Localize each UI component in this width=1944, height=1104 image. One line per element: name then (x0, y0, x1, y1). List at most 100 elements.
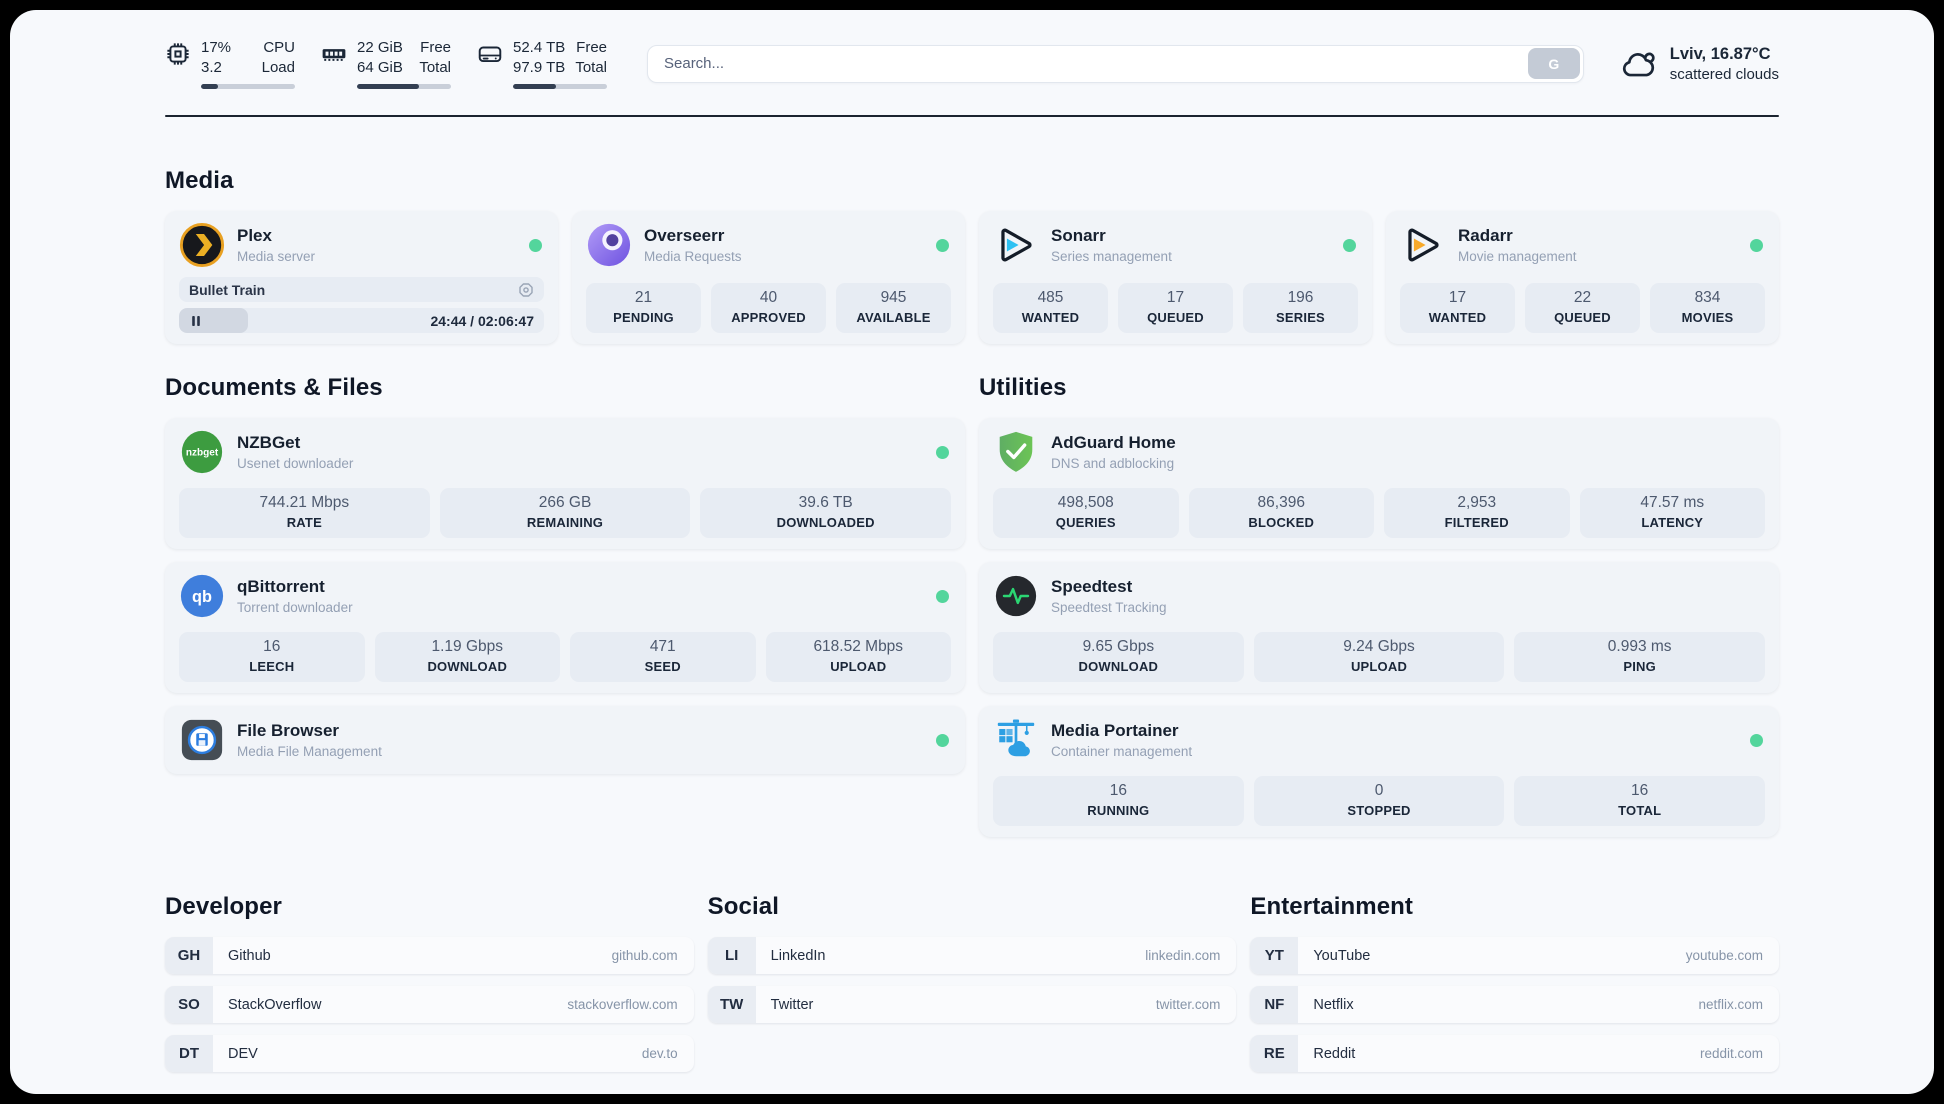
stat-ping: 0.993 ms PING (1514, 632, 1766, 682)
stat-value: 0.993 ms (1607, 638, 1672, 655)
service-card-filebrowser[interactable]: File Browser Media File Management (165, 706, 965, 774)
stat-stopped: 0 STOPPED (1253, 776, 1505, 826)
section-title-entertainment: Entertainment (1250, 893, 1413, 920)
service-name: Radarr (1458, 226, 1513, 245)
service-subtitle: Series management (1051, 249, 1172, 264)
stat-label: AVAILABLE (856, 310, 931, 325)
playback-progress-fill (179, 308, 249, 333)
bookmark-url: twitter.com (1155, 997, 1221, 1012)
service-name: Overseerr (644, 226, 725, 245)
disk-progress-fill (513, 84, 557, 89)
dashboard-page: 17% 3.2 CPU Load (10, 10, 1934, 1094)
stat-label: PENDING (613, 310, 674, 325)
stat-label: DOWNLOADED (776, 515, 875, 530)
bookmark-name: LinkedIn (770, 947, 826, 964)
bookmark-url: youtube.com (1685, 948, 1764, 963)
stat-value: 16 (1109, 782, 1127, 799)
memory-values: 22 GiB 64 GiB (357, 39, 403, 76)
service-card-qbittorrent[interactable]: qb qBittorrent Torrent downloader 16 LEECH 1.… (165, 562, 965, 693)
section-media: Media Plex Media server Bullet Train 24:44 … (165, 167, 1779, 344)
filebrowser-icon (179, 717, 225, 763)
bookmark-url: linkedin.com (1145, 948, 1221, 963)
service-card-radarr[interactable]: Radarr Movie management 17 WANTED 22 QUEUED 83… (1386, 211, 1779, 344)
documents-files-stack: nzbget NZBGet Usenet downloader 744.21 Mbps… (165, 418, 965, 774)
octagon-lens-icon (518, 282, 534, 298)
bookmark-youtube[interactable]: YT YouTube youtube.com (1250, 937, 1780, 974)
service-subtitle: Media File Management (237, 744, 382, 759)
stat-rate: 744.21 Mbps RATE (179, 488, 430, 538)
bookmark-abbr-badge: RE (1250, 1035, 1299, 1072)
bookmark-name: Netflix (1313, 996, 1354, 1013)
service-subtitle: DNS and adblocking (1051, 456, 1175, 471)
stat-label: QUEUED (1554, 310, 1611, 325)
stat-leech: 16 LEECH (179, 632, 365, 682)
service-subtitle: Media Requests (644, 249, 742, 264)
bookmark-stackoverflow[interactable]: SO StackOverflow stackoverflow.com (165, 986, 694, 1023)
disk-labels: Free Total (575, 39, 607, 76)
status-online-dot (1750, 733, 1763, 747)
stat-value: 9.24 Gbps (1343, 638, 1415, 655)
top-bar: 17% 3.2 CPU Load (165, 38, 1779, 89)
weather-condition: scattered clouds (1669, 65, 1779, 83)
service-subtitle: Container management (1051, 744, 1193, 759)
stat-value: 9.65 Gbps (1082, 638, 1155, 655)
bookmark-abbr-badge: NF (1250, 986, 1299, 1023)
stat-latency: 47.57 ms LATENCY (1579, 488, 1765, 538)
bookmark-dev[interactable]: DT DEV dev.to (165, 1035, 694, 1072)
stat-label: FILTERED (1444, 515, 1509, 530)
service-card-header: nzbget NZBGet Usenet downloader (179, 429, 951, 475)
section-title-documents-files: Documents & Files (165, 374, 383, 401)
header-divider (165, 115, 1779, 117)
stat-label: WANTED (1021, 310, 1080, 325)
bookmark-github[interactable]: GH Github github.com (165, 937, 694, 974)
stat-label: QUEUED (1147, 310, 1204, 325)
service-card-adguard[interactable]: AdGuard Home DNS and adblocking 498,508 QUE… (979, 418, 1779, 549)
memory-icon (321, 41, 347, 67)
stat-value: 618.52 Mbps (813, 638, 904, 655)
service-name: Plex (237, 226, 272, 245)
stat-label: DOWNLOAD (1078, 659, 1159, 674)
service-subtitle: Usenet downloader (237, 456, 354, 471)
bookmark-url: github.com (611, 948, 678, 963)
search-provider-button[interactable]: G (1527, 48, 1580, 79)
service-stats: 16 RUNNING 0 STOPPED 16 TOTAL (993, 776, 1766, 826)
qbittorrent-icon: qb (179, 573, 225, 619)
service-card-overseerr[interactable]: Overseerr Media Requests 21 PENDING 40 APPROV… (572, 211, 965, 344)
cpu-progress-fill (201, 84, 218, 89)
stat-label: MOVIES (1681, 310, 1734, 325)
bookmark-linkedin[interactable]: LI LinkedIn linkedin.com (707, 937, 1237, 974)
stat-value: 744.21 Mbps (259, 494, 350, 511)
disk-progress-bar (513, 84, 607, 89)
service-card-header: Plex Media server (179, 222, 544, 268)
stat-remaining: 266 GB REMAINING (439, 488, 691, 538)
service-stats: 16 LEECH 1.19 Gbps DOWNLOAD 471 SEED 618.52 Mb… (179, 632, 951, 682)
disk-widget: 52.4 TB 97.9 TB Free Total (477, 38, 607, 89)
bookmark-twitter[interactable]: TW Twitter twitter.com (707, 986, 1237, 1023)
memory-progress-bar (357, 84, 451, 89)
status-online-dot (936, 445, 949, 459)
bookmark-reddit[interactable]: RE Reddit reddit.com (1250, 1035, 1780, 1072)
service-card-header: qb qBittorrent Torrent downloader (179, 573, 951, 619)
service-card-plex[interactable]: Plex Media server Bullet Train 24:44 / 02:0… (165, 211, 558, 344)
service-name: qBittorrent (237, 577, 325, 596)
service-card-portainer[interactable]: Media Portainer Container management 16 RUN… (979, 706, 1779, 837)
stat-seed: 471 SEED (570, 632, 756, 682)
stat-value: 40 (759, 289, 778, 306)
service-card-speedtest[interactable]: Speedtest Speedtest Tracking 9.65 Gbps DOWN… (979, 562, 1779, 693)
stat-label: SEED (644, 659, 681, 674)
service-name: Speedtest (1051, 577, 1133, 596)
svg-text:qb: qb (192, 588, 212, 606)
bookmark-netflix[interactable]: NF Netflix netflix.com (1250, 986, 1780, 1023)
service-name: File Browser (237, 721, 340, 740)
overseerr-icon (586, 222, 632, 268)
service-card-sonarr[interactable]: Sonarr Series management 485 WANTED 17 QUEUED… (979, 211, 1372, 344)
playback-time: 24:44 / 02:06:47 (430, 312, 534, 329)
service-card-nzbget[interactable]: nzbget NZBGet Usenet downloader 744.21 Mbps… (165, 418, 965, 549)
search-input[interactable] (664, 55, 1528, 72)
cpu-widget: 17% 3.2 CPU Load (165, 38, 295, 89)
stat-value: 196 (1287, 289, 1314, 306)
stat-wanted: 485 WANTED (993, 283, 1108, 333)
section-utilities: Utilities AdGuard Home DNS and adblocking… (979, 374, 1779, 837)
service-name: AdGuard Home (1051, 433, 1176, 452)
stat-label: REMAINING (526, 515, 604, 530)
